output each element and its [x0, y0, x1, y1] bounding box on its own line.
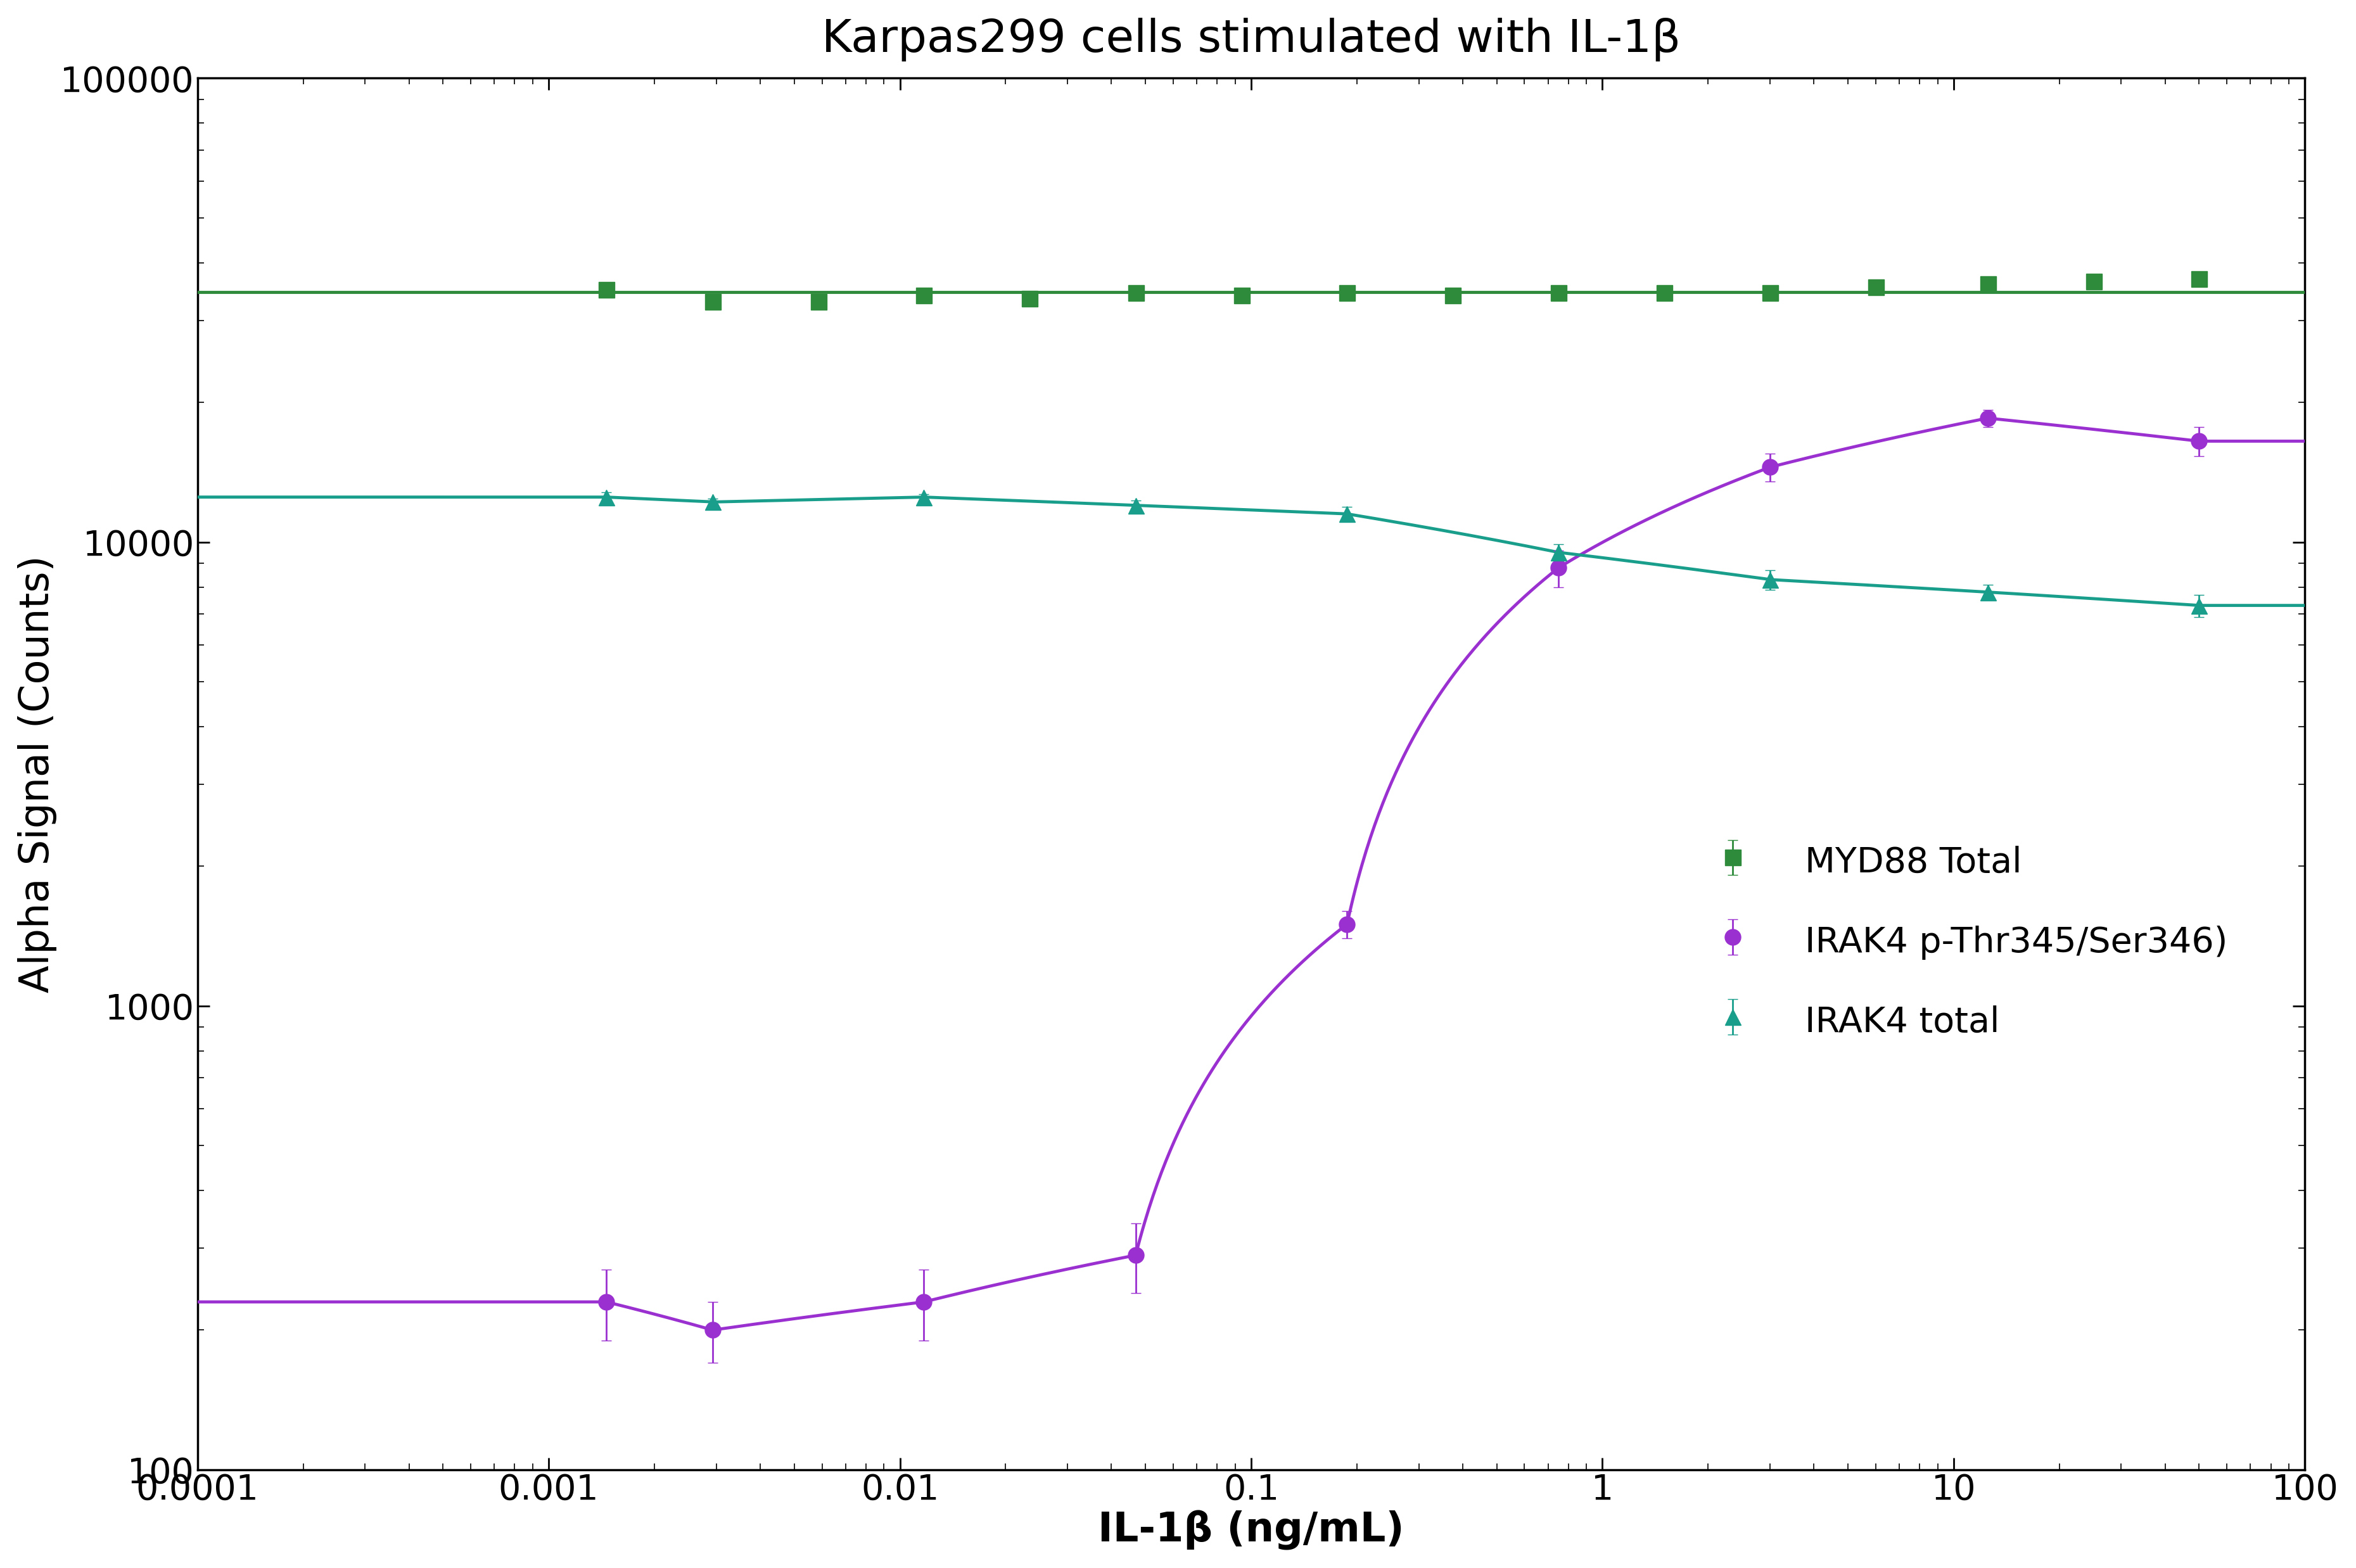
Y-axis label: Alpha Signal (Counts): Alpha Signal (Counts)	[16, 555, 57, 993]
Title: Karpas299 cells stimulated with IL-1β: Karpas299 cells stimulated with IL-1β	[822, 17, 1680, 61]
Legend: MYD88 Total, IRAK4 p-Thr345/Ser346), IRAK4 total: MYD88 Total, IRAK4 p-Thr345/Ser346), IRA…	[1670, 825, 2245, 1057]
X-axis label: IL-1β (ng/mL): IL-1β (ng/mL)	[1098, 1510, 1404, 1551]
